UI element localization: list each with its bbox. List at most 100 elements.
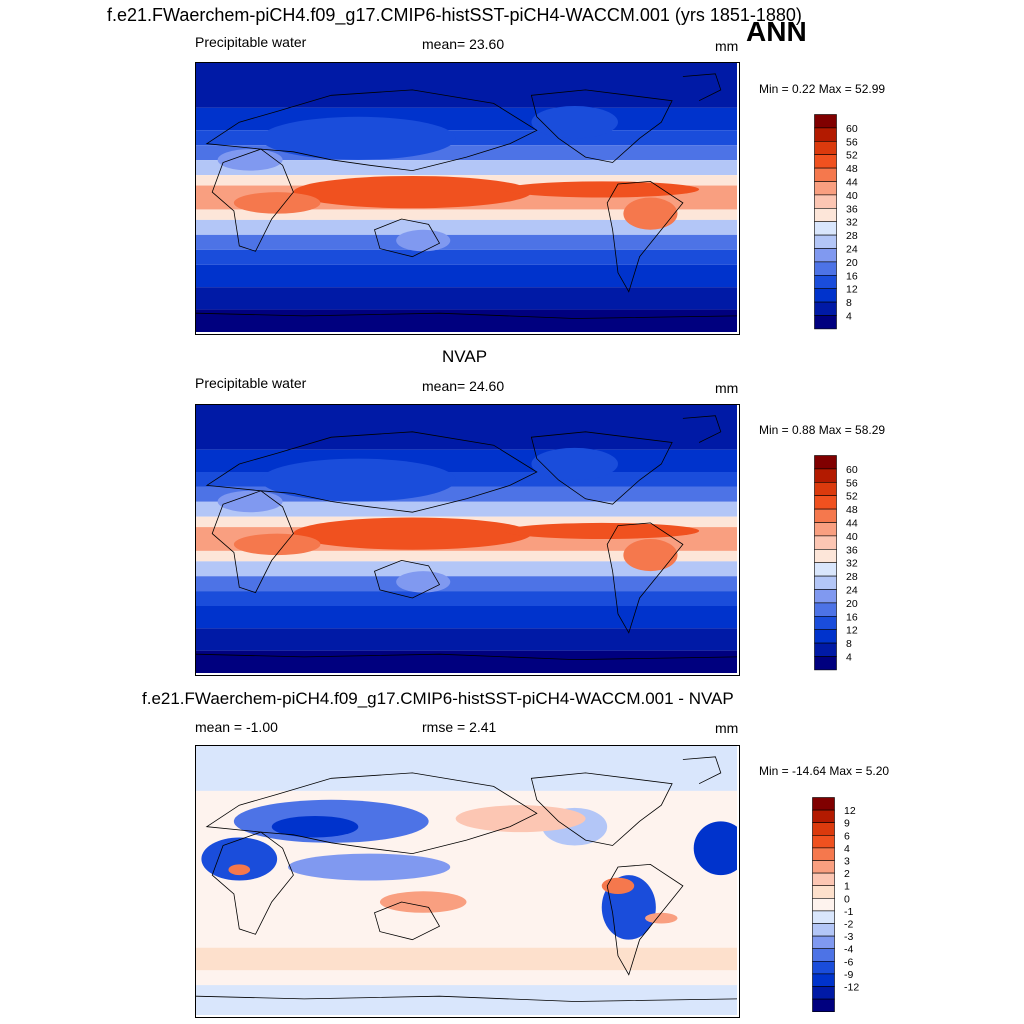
panel1-colorbar-box [814, 221, 837, 236]
panel2-colorbar-box [814, 468, 837, 483]
panel2-colorbar-tick-label: 44 [846, 518, 858, 530]
panel1-colorbar-tick-label: 20 [846, 257, 858, 269]
panel3-colorbar-box [812, 973, 835, 987]
panel3-colorbar-tick-label: 3 [844, 856, 850, 868]
panel2-colorbar-tick-label: 60 [846, 464, 858, 476]
panel1-colorbar-box [814, 275, 837, 290]
panel1-colorbar-tick-label: 32 [846, 217, 858, 229]
panel2-colorbar-box [814, 549, 837, 564]
panel3-colorbar-tick-label: -1 [844, 906, 853, 918]
panel1-colorbar-tick-label: 16 [846, 270, 858, 282]
panel2-colorbar-box [814, 616, 837, 631]
panel2-colorbar-box [814, 629, 837, 644]
panel3-colorbar-tick-label: -12 [844, 982, 859, 994]
panel1-colorbar-box [814, 127, 837, 142]
panel2-colorbar-tick-label: 4 [846, 652, 852, 664]
panel2-colorbar-tick-label: 28 [846, 571, 858, 583]
panel2-colorbar-tick-label: 20 [846, 598, 858, 610]
panel1-colorbar-box [814, 208, 837, 223]
panel2-heading: NVAP [442, 347, 488, 366]
precipitable-water-difference-field [196, 746, 737, 1015]
panel1-colorbar-box [814, 167, 837, 182]
panel3-colorbar-box [812, 961, 835, 975]
panel1-colorbar-box [814, 301, 837, 316]
panel3-colorbar-box [812, 847, 835, 861]
panel1-colorbar-box [814, 261, 837, 276]
panel2-colorbar-box [814, 481, 837, 496]
panel3-colorbar-tick-label: -4 [844, 944, 853, 956]
panel3-colorbar-box [812, 822, 835, 836]
panel2-colorbar-tick-label: 40 [846, 531, 858, 543]
panel2-variable-label: Precipitable water [195, 375, 307, 391]
panel2-colorbar-box [814, 602, 837, 617]
panel2-minmax-label: Min = 0.88 Max = 58.29 [759, 423, 886, 437]
panel1-colorbar-tick-label: 4 [846, 311, 852, 323]
panel3-colorbar-box [812, 986, 835, 1000]
panel3-rmse-label: rmse = 2.41 [422, 719, 497, 735]
panel1-colorbar-tick-label: 12 [846, 284, 858, 296]
panel3-colorbar-tick-label: 4 [844, 843, 850, 855]
panel1-map [195, 62, 740, 335]
panel3-heading: f.e21.FWaerchem-piCH4.f09_g17.CMIP6-hist… [142, 689, 734, 708]
panel1-colorbar-box [814, 288, 837, 303]
panel1-colorbar-box [814, 234, 837, 249]
panel2-colorbar-tick-label: 16 [846, 611, 858, 623]
panel1-colorbar-tick-label: 8 [846, 297, 852, 309]
panel3-colorbar-box [812, 860, 835, 874]
panel3-colorbar-box [812, 797, 835, 811]
panel2-colorbar-box [814, 495, 837, 510]
panel3-colorbar-box [812, 898, 835, 912]
panel3-colorbar-tick-label: -2 [844, 919, 853, 931]
panel3-colorbar-tick-label: -3 [844, 931, 853, 943]
panel2-colorbar-tick-label: 56 [846, 477, 858, 489]
panel1-colorbar-tick-label: 36 [846, 203, 858, 215]
panel3-map [195, 745, 740, 1018]
panel1-colorbar-box [814, 181, 837, 196]
panel3-colorbar-box [812, 910, 835, 924]
panel3-units-label: mm [715, 720, 739, 736]
panel3-colorbar-box [812, 935, 835, 950]
panel3-colorbar-box [812, 809, 835, 824]
panel3-colorbar-box [812, 885, 835, 899]
panel2-colorbar-tick-label: 52 [846, 491, 858, 503]
panel2-colorbar-tick-label: 32 [846, 558, 858, 570]
panel3-colorbar-tick-label: 12 [844, 805, 856, 817]
panel2-colorbar: 60 56 52 48 44 40 36 32 28 24 20 16 12 8 4 [814, 455, 884, 671]
panel2-units-label: mm [715, 380, 739, 396]
figure-title: f.e21.FWaerchem-piCH4.f09_g17.CMIP6-hist… [107, 5, 802, 25]
panel1-colorbar-tick-label: 24 [846, 244, 858, 256]
panel3-colorbar-tick-label: 0 [844, 893, 850, 905]
panel1-colorbar-tick-label: 40 [846, 190, 858, 202]
panel3-mean-label: mean = -1.00 [195, 719, 278, 735]
panel1-colorbar-box [814, 248, 837, 263]
panel1-colorbar-box [814, 140, 837, 155]
panel1-colorbar-box [814, 114, 837, 129]
panel2-colorbar-tick-label: 48 [846, 504, 858, 516]
panel3-colorbar-box [812, 872, 835, 886]
panel3-colorbar-tick-label: 9 [844, 818, 850, 830]
precipitable-water-field [196, 405, 737, 673]
panel1-colorbar-tick-label: 60 [846, 123, 858, 135]
panel3-colorbar-tick-label: 2 [844, 868, 850, 880]
panel2-colorbar-box [814, 656, 837, 671]
panel2-colorbar-box [814, 535, 837, 550]
panel2-colorbar-box [814, 562, 837, 577]
panel2-colorbar-tick-label: 24 [846, 585, 858, 597]
panel3-colorbar: 12 9 6 4 3 2 1 0 -1 -2 -3 -4 -6 -9 -12 [812, 797, 882, 1013]
panel1-mean-label: mean= 23.60 [422, 36, 505, 52]
panel2-map [195, 404, 740, 676]
panel1-minmax-label: Min = 0.22 Max = 52.99 [759, 82, 886, 96]
panel3-colorbar-box [812, 834, 835, 849]
precipitable-water-field [196, 63, 737, 332]
panel1-colorbar-box [814, 194, 837, 209]
panel2-colorbar-box [814, 575, 837, 590]
panel3-colorbar-box [812, 998, 835, 1013]
panel2-colorbar-box [814, 522, 837, 537]
panel1-colorbar-tick-label: 48 [846, 163, 858, 175]
panel1-colorbar-tick-label: 28 [846, 230, 858, 242]
panel2-colorbar-box [814, 642, 837, 657]
panel2-mean-label: mean= 24.60 [422, 378, 505, 394]
panel3-colorbar-box [812, 948, 835, 962]
panel2-colorbar-tick-label: 36 [846, 544, 858, 556]
panel3-minmax-label: Min = -14.64 Max = 5.20 [759, 764, 890, 778]
